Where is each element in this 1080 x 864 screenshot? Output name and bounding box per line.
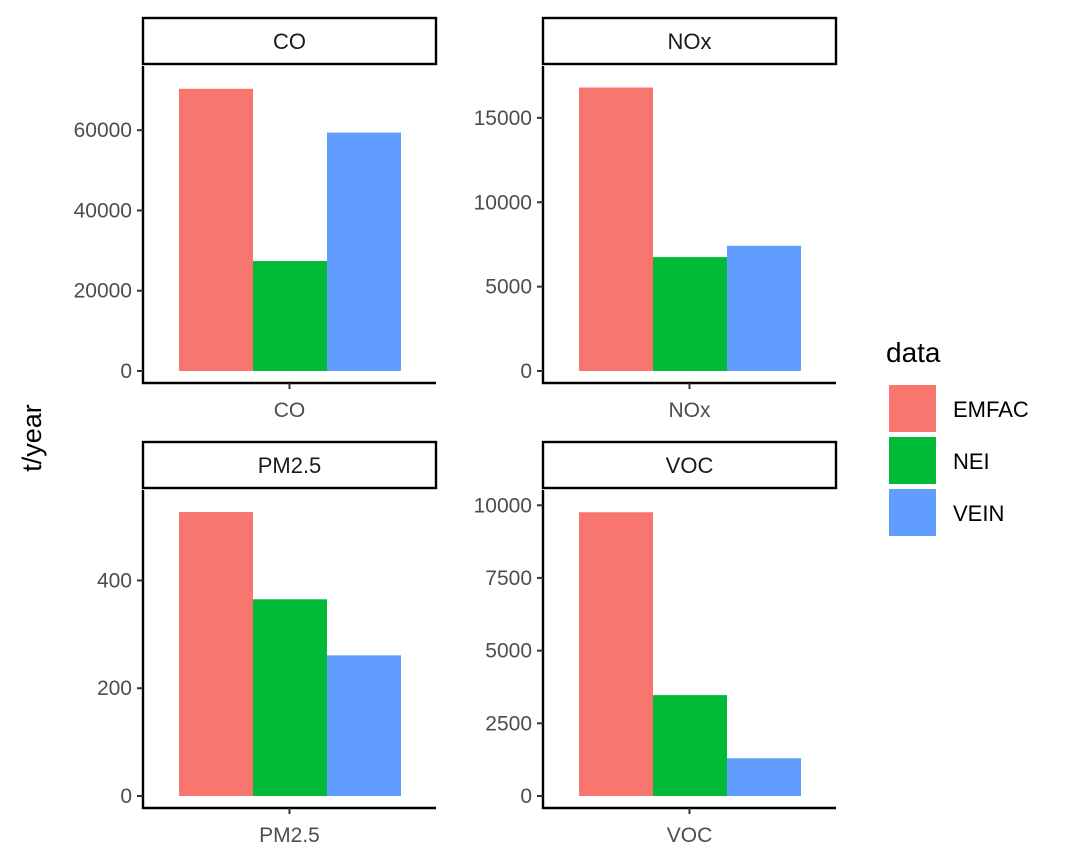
y-axis-title: t/year — [17, 404, 47, 472]
bar-group — [179, 88, 401, 371]
facet-strip — [541, 16, 838, 66]
y-tick-label: 7500 — [485, 567, 532, 590]
bar-group — [179, 512, 401, 796]
y-tick-label: 0 — [120, 785, 132, 808]
y-tick-label: 200 — [97, 677, 132, 700]
facet-strip — [541, 440, 838, 490]
facet-panels: CO0200004000060000CONOx050001000015000NO… — [74, 16, 838, 847]
legend-key-emfac — [889, 385, 936, 432]
y-tick-label: 0 — [120, 360, 132, 383]
y-tick-label: 40000 — [74, 199, 132, 222]
facet-panel-voc: VOC 0 2500 5000 7500 10000 VOC — [474, 440, 838, 847]
bar-emfac — [579, 87, 653, 371]
facet-strip-label: VOC — [666, 453, 714, 478]
legend-label-nei: NEI — [953, 449, 990, 474]
legend-label-emfac: EMFAC — [953, 397, 1029, 422]
y-tick-label: 2500 — [485, 712, 532, 735]
facet-panel-pm25: PM2.5 0 200 400 PM2.5 — [97, 440, 438, 847]
facet-panel-nox: NOx 0 5000 10000 15000 NOx — [474, 16, 838, 422]
facet-strip-label: CO — [273, 29, 306, 54]
bar-vein — [727, 758, 801, 796]
legend-title: data — [886, 337, 941, 368]
facet-strip — [141, 440, 438, 490]
facet-strip-label: NOx — [668, 29, 712, 54]
y-tick-label: 20000 — [74, 280, 132, 303]
bar-vein — [327, 132, 401, 371]
y-tick-label: 400 — [97, 569, 132, 592]
x-tick-label: PM2.5 — [259, 824, 320, 847]
facet-panel-co: CO 0 20000 40000 60000 CO — [74, 16, 438, 422]
bar-nei — [253, 599, 327, 796]
bar-group — [579, 87, 801, 371]
bar-group — [579, 512, 801, 796]
x-tick-label: NOx — [669, 399, 712, 422]
x-tick-label: CO — [274, 399, 306, 422]
y-tick-label: 10000 — [474, 494, 532, 517]
legend-key-nei — [889, 437, 936, 484]
bar-nei — [653, 695, 727, 796]
bar-vein — [327, 655, 401, 796]
y-tick-label: 15000 — [474, 107, 532, 130]
bar-emfac — [579, 512, 653, 796]
bar-vein — [727, 245, 801, 371]
bar-emfac — [179, 512, 253, 796]
legend: data EMFAC NEI VEIN — [886, 337, 1029, 536]
y-tick-label: 60000 — [74, 119, 132, 142]
y-tick-label: 0 — [520, 360, 532, 383]
y-tick-label: 0 — [520, 785, 532, 808]
legend-key-vein — [889, 489, 936, 536]
legend-label-vein: VEIN — [953, 501, 1004, 526]
y-tick-label: 5000 — [485, 640, 532, 663]
facet-strip-label: PM2.5 — [258, 453, 322, 478]
bar-nei — [653, 257, 727, 371]
y-tick-label: 5000 — [485, 276, 532, 299]
facet-strip — [141, 16, 438, 66]
x-tick-label: VOC — [667, 824, 713, 847]
bar-emfac — [179, 88, 253, 371]
bar-nei — [253, 261, 327, 371]
y-tick-label: 10000 — [474, 191, 532, 214]
